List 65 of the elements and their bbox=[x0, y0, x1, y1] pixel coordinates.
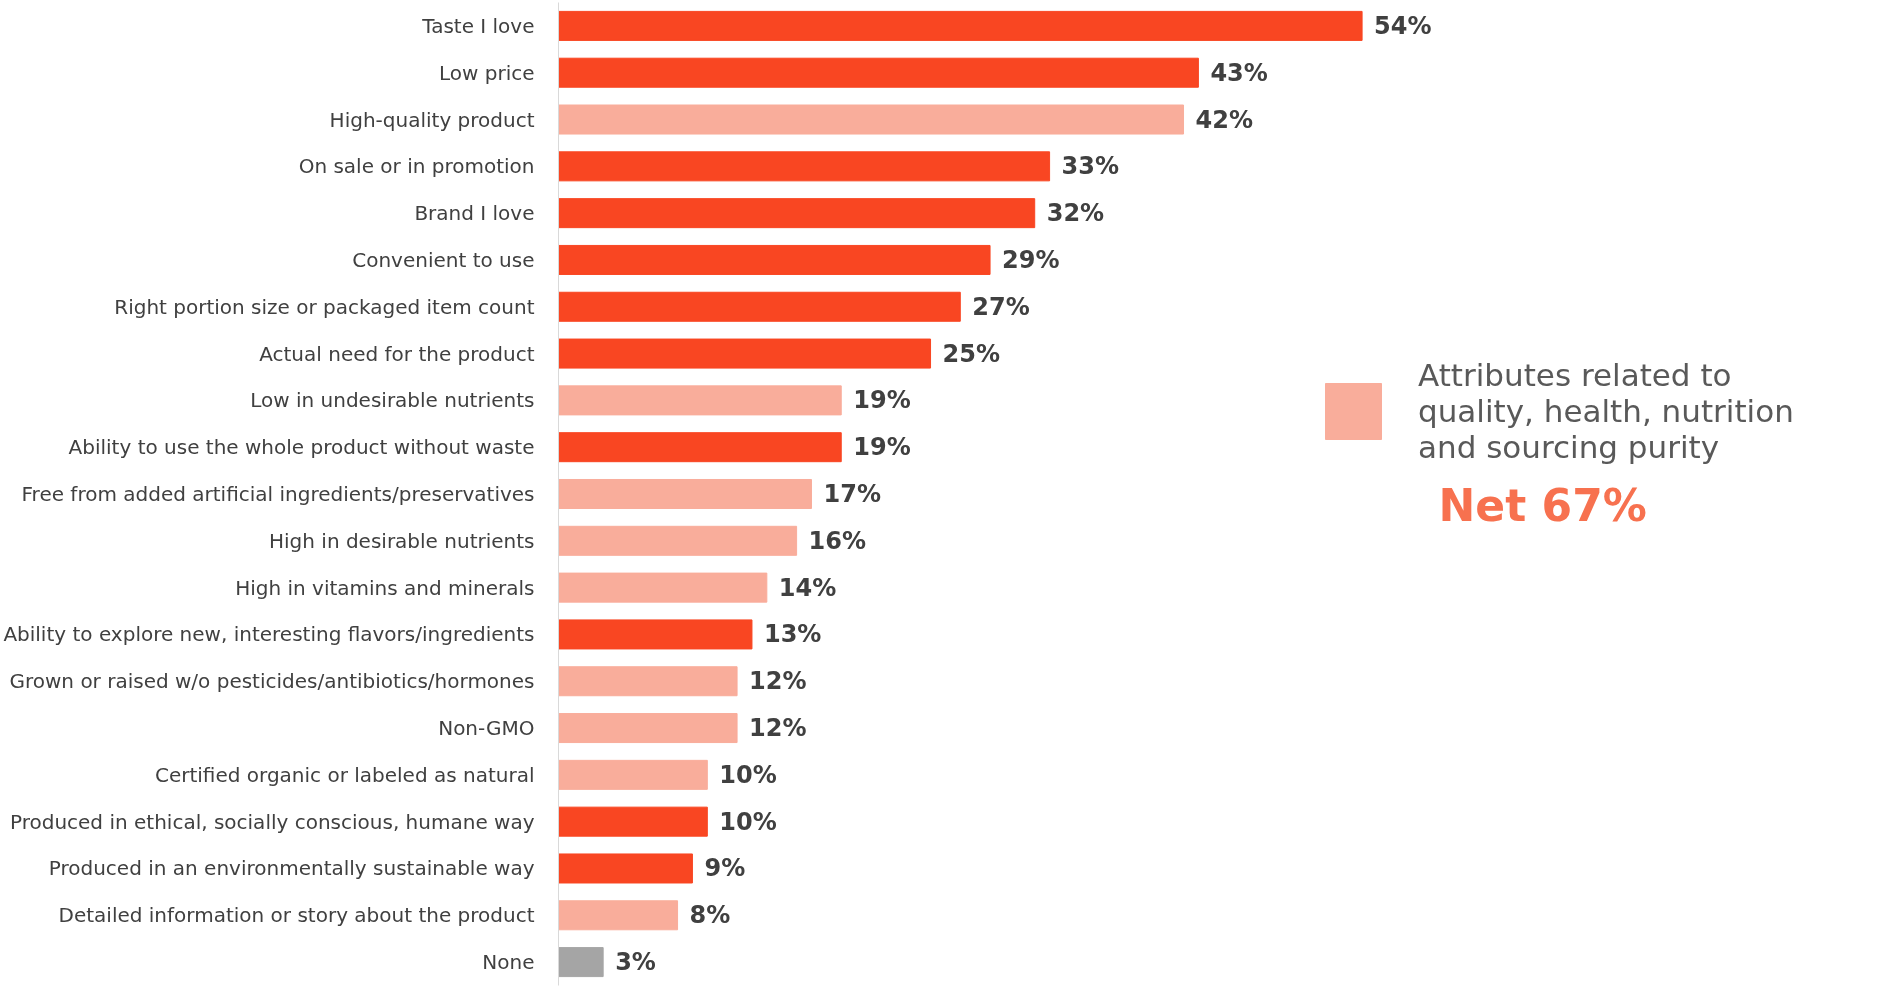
y-tick-label: Right portion size or packaged item count bbox=[114, 294, 535, 319]
data-label: 3% bbox=[615, 948, 656, 977]
y-tick-label: Ability to explore new, interesting flavors/ingredients bbox=[3, 622, 535, 647]
data-label: 9% bbox=[704, 854, 746, 883]
data-label: 17% bbox=[823, 480, 881, 508]
y-tick-label: Low in undesirable nutrients bbox=[250, 388, 535, 413]
y-tick-label: Brand I love bbox=[414, 201, 535, 226]
y-tick-label: Convenient to use bbox=[352, 247, 535, 272]
y-tick-label: On sale or in promotion bbox=[298, 154, 535, 179]
bar bbox=[558, 244, 991, 275]
bar bbox=[558, 291, 961, 322]
bar bbox=[558, 104, 1185, 135]
data-label: 16% bbox=[808, 526, 867, 555]
bar bbox=[558, 10, 1363, 41]
y-tick-label: None bbox=[482, 950, 535, 975]
data-label: 33% bbox=[1061, 152, 1120, 181]
data-label: 29% bbox=[1002, 245, 1060, 274]
y-tick-label: Detailed information or story about the product bbox=[58, 903, 535, 928]
data-label: 43% bbox=[1210, 58, 1268, 87]
bar bbox=[558, 619, 753, 650]
bar bbox=[558, 713, 738, 744]
bar bbox=[558, 151, 1051, 182]
y-tick-label: Certified organic or labeled as natural bbox=[154, 762, 535, 787]
bar bbox=[558, 525, 798, 556]
y-tick-label: Low price bbox=[438, 60, 535, 85]
bar bbox=[558, 385, 842, 416]
bar bbox=[558, 900, 679, 931]
data-label: 12% bbox=[749, 714, 807, 743]
data-label: 8% bbox=[689, 901, 731, 930]
y-tick-label: High-quality product bbox=[329, 107, 535, 132]
legend-label: Attributes related to quality, health, nutrition and sourcing purity bbox=[1418, 357, 1794, 465]
data-label: 32% bbox=[1046, 199, 1105, 228]
bar bbox=[558, 806, 708, 837]
data-label: 12% bbox=[749, 667, 807, 696]
data-label: 25% bbox=[942, 339, 1000, 368]
bar bbox=[558, 666, 738, 697]
bar bbox=[558, 947, 604, 978]
data-label: 54% bbox=[1374, 11, 1432, 40]
data-label: 10% bbox=[719, 760, 777, 789]
data-label: 19% bbox=[853, 386, 911, 415]
data-label: 19% bbox=[853, 433, 911, 462]
bar bbox=[558, 572, 768, 603]
bar bbox=[558, 57, 1199, 88]
y-tick-label: High in vitamins and minerals bbox=[235, 575, 535, 600]
data-label: 42% bbox=[1195, 105, 1253, 134]
y-tick-label: Grown or raised w/o pesticides/antibiotics/hormones bbox=[9, 669, 535, 694]
bar bbox=[558, 198, 1036, 229]
data-label: 10% bbox=[719, 807, 777, 836]
bar bbox=[558, 432, 842, 463]
y-tick-label: Actual need for the product bbox=[259, 341, 535, 366]
data-label: 27% bbox=[972, 292, 1030, 321]
y-tick-label: Non-GMO bbox=[438, 716, 535, 741]
bar bbox=[558, 338, 932, 369]
y-tick-label: Produced in ethical, socially conscious, humane way bbox=[9, 809, 535, 834]
y-tick-label: High in desirable nutrients bbox=[269, 528, 535, 553]
bar bbox=[558, 759, 708, 790]
y-tick-label: Taste I love bbox=[421, 13, 535, 38]
text: Net 67% bbox=[1438, 479, 1647, 531]
y-tick-label: Produced in an environmentally sustainable way bbox=[48, 856, 535, 881]
y-tick-label: Ability to use the whole product without waste bbox=[68, 435, 535, 460]
bar bbox=[558, 853, 693, 884]
y-tick-label: Free from added artificial ingredients/preservatives bbox=[21, 482, 535, 506]
data-label: 13% bbox=[763, 620, 822, 649]
bar bbox=[558, 478, 812, 510]
data-label: 14% bbox=[778, 573, 837, 602]
